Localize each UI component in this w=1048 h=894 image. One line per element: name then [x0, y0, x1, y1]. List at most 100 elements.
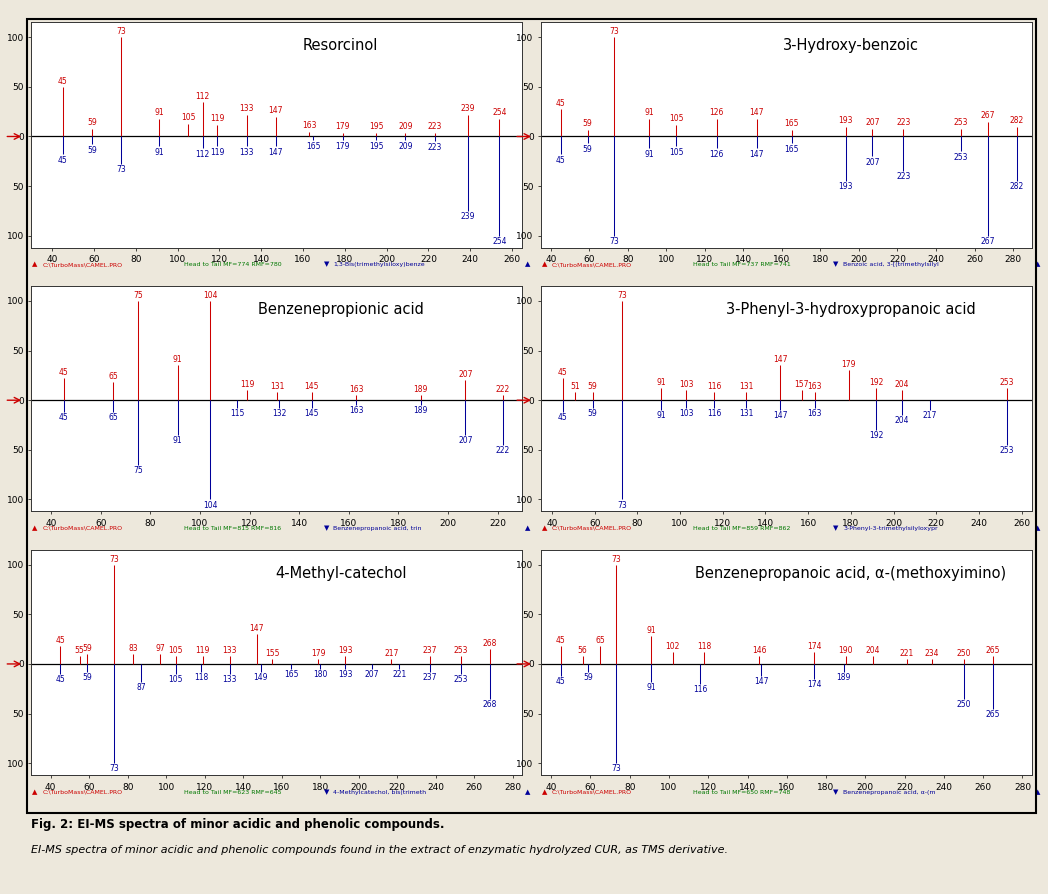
Text: C:\TurboMass\CAMEL.PRO: C:\TurboMass\CAMEL.PRO: [552, 789, 632, 795]
Text: 149: 149: [254, 673, 268, 682]
Text: 45: 45: [58, 156, 68, 164]
Text: 222: 222: [496, 446, 509, 455]
Text: 174: 174: [807, 642, 822, 651]
Text: 73: 73: [116, 27, 126, 36]
Text: 119: 119: [196, 645, 210, 654]
Text: 204: 204: [895, 380, 910, 389]
Text: 207: 207: [365, 670, 379, 679]
Text: 59: 59: [83, 673, 92, 682]
Text: 147: 147: [754, 677, 768, 686]
Text: ▼: ▼: [324, 789, 329, 795]
Text: 3-Hydroxy-benzoic: 3-Hydroxy-benzoic: [783, 38, 919, 53]
Text: 104: 104: [202, 291, 217, 299]
Text: 265: 265: [986, 710, 1000, 719]
Text: 75: 75: [133, 466, 143, 475]
Text: 163: 163: [302, 122, 316, 131]
Text: ▲: ▲: [1034, 526, 1040, 531]
Text: 189: 189: [836, 673, 851, 682]
Text: 45: 45: [59, 368, 68, 377]
Text: 45: 45: [556, 677, 566, 686]
Text: 254: 254: [493, 108, 506, 117]
Text: 157: 157: [794, 380, 809, 389]
Text: 193: 193: [838, 116, 853, 125]
Text: 133: 133: [239, 148, 254, 156]
Text: ▲: ▲: [542, 789, 548, 795]
Text: 59: 59: [583, 119, 592, 129]
Text: 73: 73: [610, 27, 619, 36]
Text: 91: 91: [647, 626, 656, 635]
Text: 253: 253: [954, 153, 968, 162]
Text: Head to Tail MF=737 RMF=741: Head to Tail MF=737 RMF=741: [694, 262, 791, 267]
Text: Benzoic acid, 3-[(trimethylsilyl: Benzoic acid, 3-[(trimethylsilyl: [844, 262, 939, 267]
Text: 192: 192: [869, 431, 883, 440]
Text: 55: 55: [74, 645, 85, 654]
Text: 131: 131: [269, 382, 284, 391]
Text: 103: 103: [679, 380, 694, 389]
Text: 3-Phenyl-3-trimethylsilyloxypr: 3-Phenyl-3-trimethylsilyloxypr: [844, 526, 938, 531]
Text: 268: 268: [482, 700, 497, 709]
Text: 237: 237: [422, 645, 437, 654]
Text: 97: 97: [155, 644, 166, 653]
Text: 163: 163: [349, 385, 364, 394]
Text: 73: 73: [109, 764, 119, 773]
Text: 91: 91: [645, 149, 654, 158]
Text: 147: 147: [268, 148, 283, 156]
Text: ▲: ▲: [542, 262, 548, 267]
Text: 45: 45: [558, 368, 568, 377]
Text: 267: 267: [981, 112, 996, 121]
Text: 179: 179: [311, 649, 326, 658]
Text: 267: 267: [981, 237, 996, 246]
Text: Head to Tail MF=650 RMF=748: Head to Tail MF=650 RMF=748: [694, 789, 791, 795]
Text: Benzenepropanoic acid, α-(m: Benzenepropanoic acid, α-(m: [844, 789, 936, 795]
Text: 131: 131: [739, 382, 754, 391]
Text: EI-MS spectra of minor acidic and phenolic compounds found in the extract of enz: EI-MS spectra of minor acidic and phenol…: [31, 845, 728, 855]
Text: 155: 155: [265, 649, 280, 658]
Text: 204: 204: [866, 645, 880, 654]
Text: ▼: ▼: [833, 526, 838, 531]
Text: 146: 146: [752, 645, 766, 654]
Text: 239: 239: [461, 212, 476, 221]
Text: Resorcinol: Resorcinol: [303, 38, 378, 53]
Text: 91: 91: [656, 378, 665, 387]
Text: 132: 132: [272, 409, 286, 418]
Text: 105: 105: [669, 114, 683, 123]
Text: Benzenepropionic acid: Benzenepropionic acid: [258, 302, 423, 316]
Text: Head to Tail MF=623 RMF=645: Head to Tail MF=623 RMF=645: [183, 789, 281, 795]
Text: 105: 105: [181, 114, 195, 122]
Text: ▼: ▼: [833, 262, 838, 267]
Text: 65: 65: [595, 636, 605, 645]
Text: 56: 56: [577, 645, 588, 654]
Text: 102: 102: [665, 642, 680, 651]
Text: ▲: ▲: [32, 789, 38, 795]
Text: 65: 65: [108, 372, 118, 381]
Text: 119: 119: [211, 148, 224, 156]
Text: 45: 45: [58, 77, 68, 86]
Text: 59: 59: [87, 146, 96, 155]
Text: 223: 223: [896, 173, 911, 181]
Text: C:\TurboMass\CAMEL.PRO: C:\TurboMass\CAMEL.PRO: [552, 526, 632, 531]
Text: 189: 189: [414, 407, 428, 416]
Text: 116: 116: [707, 382, 721, 391]
Text: 221: 221: [392, 670, 407, 679]
Text: 179: 179: [335, 122, 350, 131]
Text: ▼: ▼: [324, 526, 329, 531]
Text: C:\TurboMass\CAMEL.PRO: C:\TurboMass\CAMEL.PRO: [42, 526, 123, 531]
Text: 105: 105: [669, 148, 683, 156]
Text: 126: 126: [709, 108, 724, 117]
Text: 217: 217: [385, 649, 398, 658]
Text: 147: 147: [773, 355, 788, 364]
Text: 180: 180: [313, 670, 327, 679]
Text: 253: 253: [1000, 378, 1013, 387]
Text: 282: 282: [1010, 182, 1024, 191]
Text: 237: 237: [422, 673, 437, 682]
Text: 118: 118: [697, 642, 712, 651]
Text: 207: 207: [866, 118, 879, 127]
Text: C:\TurboMass\CAMEL.PRO: C:\TurboMass\CAMEL.PRO: [42, 789, 123, 795]
Text: 207: 207: [458, 436, 473, 445]
Text: ▲: ▲: [542, 526, 548, 531]
Text: 189: 189: [414, 385, 428, 394]
Text: 59: 59: [583, 145, 592, 154]
Text: 45: 45: [56, 636, 65, 645]
Text: 265: 265: [986, 645, 1000, 654]
Text: 119: 119: [240, 380, 255, 389]
